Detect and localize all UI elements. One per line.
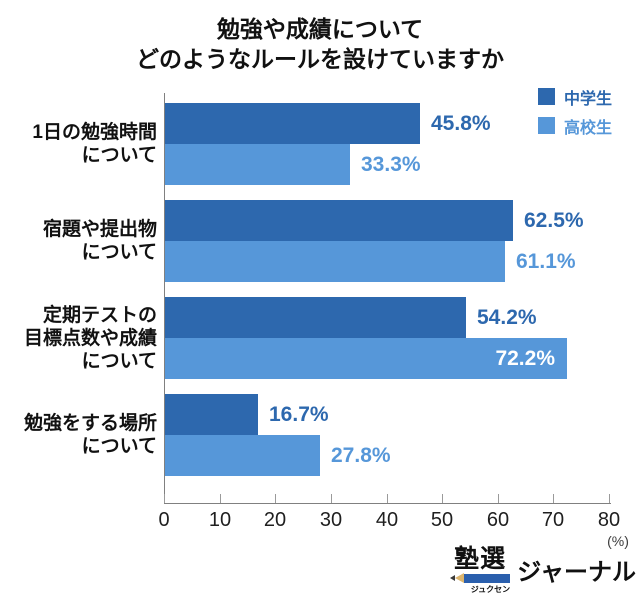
category-label-2: 定期テストの 目標点数や成績 について	[23, 304, 157, 372]
bar-中学生-0	[165, 103, 420, 144]
x-axis-unit-label: (%)	[607, 533, 629, 549]
x-axis-tick-label-10: 10	[208, 509, 232, 531]
pencil-body-icon	[464, 573, 511, 583]
value-label-高校生-1: 61.1%	[516, 250, 576, 273]
chart-title: 勉強や成績について どのようなルールを設けていますか	[0, 14, 640, 74]
value-label-中学生-2: 54.2%	[477, 306, 537, 329]
x-axis-tick-20	[275, 494, 276, 503]
category-label-1: 宿題や提出物 について	[42, 219, 157, 263]
logo-suffix-text: ジャーナル	[517, 559, 636, 586]
legend: 中学生 高校生	[538, 88, 612, 146]
x-axis-tick-10	[220, 494, 221, 503]
bar-中学生-2	[165, 297, 466, 338]
x-axis-tick-label-30: 30	[319, 509, 343, 531]
x-axis-tick-60	[498, 494, 499, 503]
x-axis-tick-label-0: 0	[158, 509, 170, 531]
y-axis-line	[164, 93, 165, 504]
chart-title-line1: 勉強や成績について	[216, 16, 424, 42]
pencil-wood-icon	[455, 573, 465, 583]
x-axis-line	[164, 503, 611, 504]
x-axis-tick-label-50: 50	[430, 509, 454, 531]
x-axis-tick-0	[164, 494, 165, 503]
bar-中学生-3	[165, 394, 258, 435]
legend-swatch-kokosei	[538, 117, 555, 134]
category-label-3: 勉強をする場所 について	[23, 413, 157, 457]
x-axis-tick-label-70: 70	[541, 509, 565, 531]
x-axis-tick-label-80: 80	[597, 509, 621, 531]
legend-item-chugakusei: 中学生	[538, 88, 612, 108]
legend-label-kokosei: 高校生	[564, 119, 613, 137]
legend-item-kokosei: 高校生	[538, 117, 612, 137]
legend-label-chugakusei: 中学生	[564, 90, 613, 108]
jukusen-journal-logo: 塾選 ジュクセン ジャーナル	[450, 547, 636, 595]
category-label-0: 1日の勉強時間 について	[32, 122, 157, 166]
value-label-中学生-3: 16.7%	[269, 403, 329, 426]
x-axis-tick-50	[442, 494, 443, 503]
x-axis-tick-70	[553, 494, 554, 503]
x-axis-tick-label-60: 60	[486, 509, 510, 531]
bar-高校生-2	[165, 338, 567, 379]
value-label-高校生-0: 33.3%	[361, 153, 421, 176]
value-label-高校生-3: 27.8%	[331, 444, 391, 467]
logo-main-text: 塾選	[454, 545, 507, 573]
pencil-icon	[450, 573, 511, 583]
chart-title-line2: どのようなルールを設けていますか	[136, 46, 504, 72]
x-axis-tick-40	[387, 494, 388, 503]
bar-高校生-3	[165, 435, 320, 476]
bar-高校生-0	[165, 144, 350, 185]
pencil-point-icon	[450, 575, 456, 581]
x-axis-tick-label-20: 20	[263, 509, 287, 531]
x-axis-tick-80	[609, 494, 610, 503]
logo-left-block: 塾選 ジュクセン	[450, 545, 511, 595]
value-label-中学生-1: 62.5%	[524, 209, 584, 232]
value-label-中学生-0: 45.8%	[431, 112, 491, 135]
value-label-高校生-2: 72.2%	[495, 347, 555, 370]
bar-高校生-1	[165, 241, 505, 282]
x-axis-tick-label-40: 40	[375, 509, 399, 531]
logo-furigana-text: ジュクセン	[470, 585, 511, 594]
x-axis-tick-30	[331, 494, 332, 503]
bar-中学生-1	[165, 200, 513, 241]
legend-swatch-chugakusei	[538, 88, 555, 105]
